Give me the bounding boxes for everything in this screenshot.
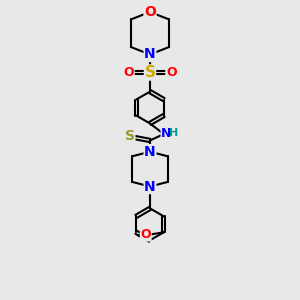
Text: N: N [144,145,156,159]
Text: S: S [125,129,135,143]
Text: O: O [124,66,134,79]
Text: N: N [144,179,156,194]
Text: O: O [140,228,151,241]
Text: S: S [145,65,155,80]
Text: O: O [144,5,156,19]
Text: H: H [169,128,178,138]
Text: O: O [166,66,176,79]
Text: N: N [144,47,156,61]
Text: N: N [161,127,172,140]
